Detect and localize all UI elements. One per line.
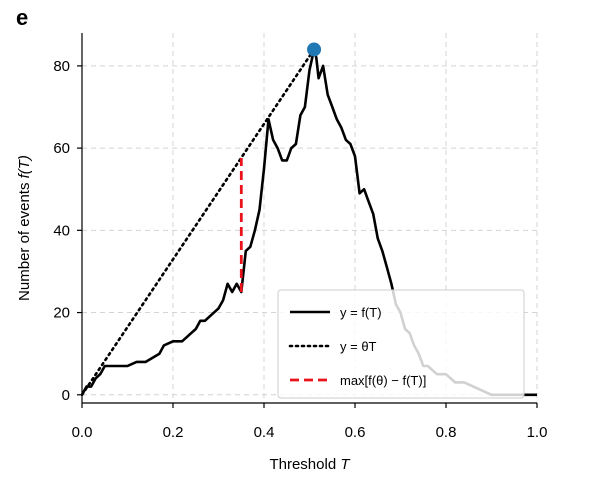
x-tick-label: 0.4 [254,424,275,441]
legend-label-3: max[f(θ) − f(T)] [340,373,426,388]
x-tick-label: 0.6 [345,424,366,441]
x-tick-label: 1.0 [527,424,548,441]
legend: y = f(T) y = θT max[f(θ) − f(T)] [277,289,525,399]
panel-letter: e [16,5,28,30]
y-tick-label: 20 [53,305,70,322]
y-tick-label: 0 [62,387,70,404]
legend-box [277,289,525,399]
y-axis-title: Number of events f(T) [16,155,33,301]
y-tick-label: 60 [53,140,70,157]
x-tick-label: 0.2 [163,424,184,441]
legend-label-1: y = f(T) [340,305,382,320]
x-axis-title: Threshold T [269,456,351,473]
legend-label-2: y = θT [340,339,377,354]
y-tick-label: 80 [53,58,70,75]
y-tick-label: 40 [53,222,70,239]
x-tick-label: 0.8 [436,424,457,441]
axes: 0.0 0.2 0.4 0.6 0.8 1.0 0 20 40 60 80 Threshold T Nu… [16,33,547,473]
x-tick-label: 0.0 [72,424,93,441]
peak-marker [307,42,322,57]
series-line-2 [80,48,316,397]
